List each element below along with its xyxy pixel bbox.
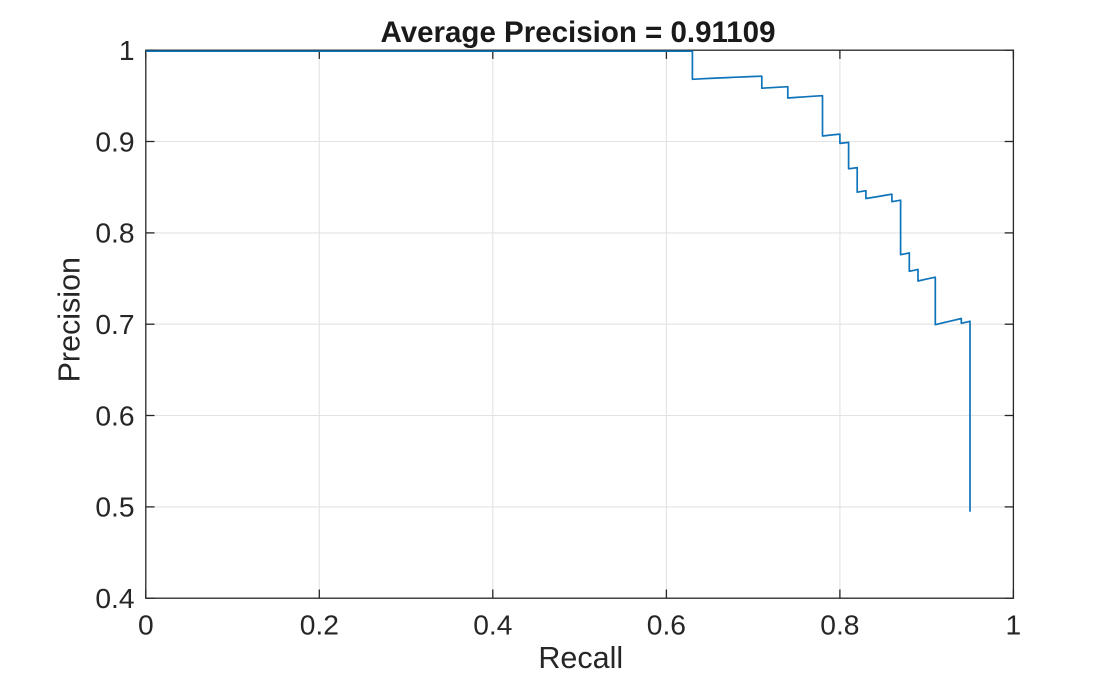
svg-text:1: 1 [1006, 609, 1022, 641]
svg-text:Average Precision = 0.91109: Average Precision = 0.91109 [381, 16, 776, 49]
svg-text:0.4: 0.4 [473, 609, 512, 641]
svg-text:0.8: 0.8 [820, 609, 859, 641]
svg-text:0: 0 [138, 609, 154, 641]
svg-text:0.6: 0.6 [647, 609, 686, 641]
svg-text:0.8: 0.8 [95, 217, 134, 249]
svg-text:0.5: 0.5 [95, 491, 134, 523]
svg-text:1: 1 [119, 34, 135, 66]
svg-text:0.6: 0.6 [95, 399, 134, 431]
svg-text:0.7: 0.7 [95, 308, 134, 340]
svg-text:0.2: 0.2 [300, 609, 339, 641]
svg-text:0.4: 0.4 [95, 582, 134, 614]
svg-text:Precision: Precision [53, 257, 87, 382]
svg-text:0.9: 0.9 [95, 125, 134, 157]
svg-text:Recall: Recall [538, 641, 623, 674]
